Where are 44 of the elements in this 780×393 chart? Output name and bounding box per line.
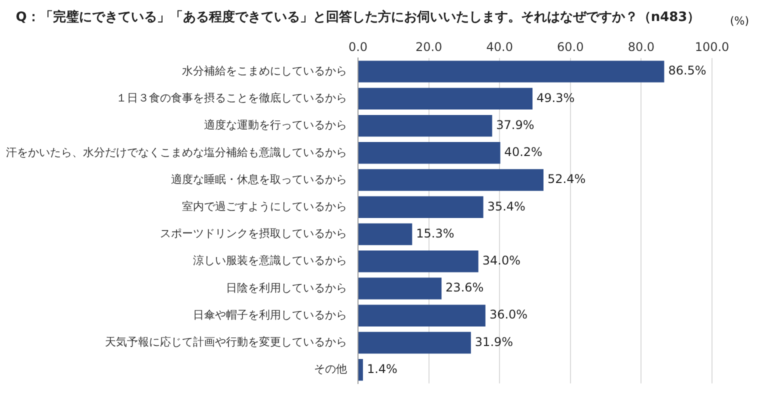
bar xyxy=(358,88,533,110)
x-tick-label: 100.0 xyxy=(694,40,730,54)
data-label: 52.4% xyxy=(547,172,586,186)
bar xyxy=(358,250,478,272)
bar xyxy=(358,169,544,191)
x-tick-label: 20.0 xyxy=(415,40,442,54)
bar xyxy=(358,304,486,326)
chart-title: Q：「完璧にできている」「ある程度できている」と回答した方にお伺いいたします。それはなぜですか？（n483） xyxy=(16,9,700,26)
data-label: 34.0% xyxy=(482,254,520,268)
bar xyxy=(358,60,664,82)
x-axis-title: (%) xyxy=(730,14,750,28)
data-label: 40.2% xyxy=(504,145,542,160)
bar xyxy=(358,278,442,300)
x-tick-label: 60.0 xyxy=(557,40,584,54)
y-tick-label: 室内で過ごすようにしているから xyxy=(182,200,347,213)
y-tick-label: 日傘や帽子を利用しているから xyxy=(193,308,347,322)
bar xyxy=(358,142,500,164)
x-tick-label: 0.0 xyxy=(348,40,368,54)
data-label: 31.9% xyxy=(474,334,514,349)
bar xyxy=(358,196,484,218)
y-tick-label: 適度な睡眠・休息を取っているから xyxy=(171,172,347,186)
data-label: 1.4% xyxy=(366,362,398,376)
data-label: 86.5% xyxy=(668,64,706,78)
y-tick-label: スポーツドリンクを摂取しているから xyxy=(160,227,347,240)
y-tick-label: 涼しい服装を意識しているから xyxy=(193,254,347,268)
data-label: 49.3% xyxy=(536,90,575,105)
y-tick-label: 水分補給をこまめにしているから xyxy=(182,64,347,78)
y-tick-label: 天気予報に応じて計画や行動を変更しているから xyxy=(105,336,347,349)
data-label: 15.3% xyxy=(416,226,454,240)
y-tick-label: 汗をかいたら、水分だけでなくこまめな塩分補給も意識しているから xyxy=(6,146,347,159)
y-tick-label: １日３食の食事を摂ることを徹底しているから xyxy=(116,92,347,105)
x-tick-label: 80.0 xyxy=(628,40,655,54)
x-tick-label: 40.0 xyxy=(486,40,513,54)
y-tick-label: 日陰を利用しているから xyxy=(226,281,347,294)
bar xyxy=(358,358,363,381)
bar xyxy=(358,114,492,137)
data-label: 36.0% xyxy=(489,308,528,322)
y-tick-label: その他 xyxy=(314,362,347,376)
data-label: 35.4% xyxy=(487,199,526,214)
y-tick-label: 適度な運動を行っているから xyxy=(204,118,347,132)
bar xyxy=(358,223,412,246)
data-label: 37.9% xyxy=(496,118,534,132)
bar xyxy=(358,332,471,354)
data-label: 23.6% xyxy=(446,280,484,295)
